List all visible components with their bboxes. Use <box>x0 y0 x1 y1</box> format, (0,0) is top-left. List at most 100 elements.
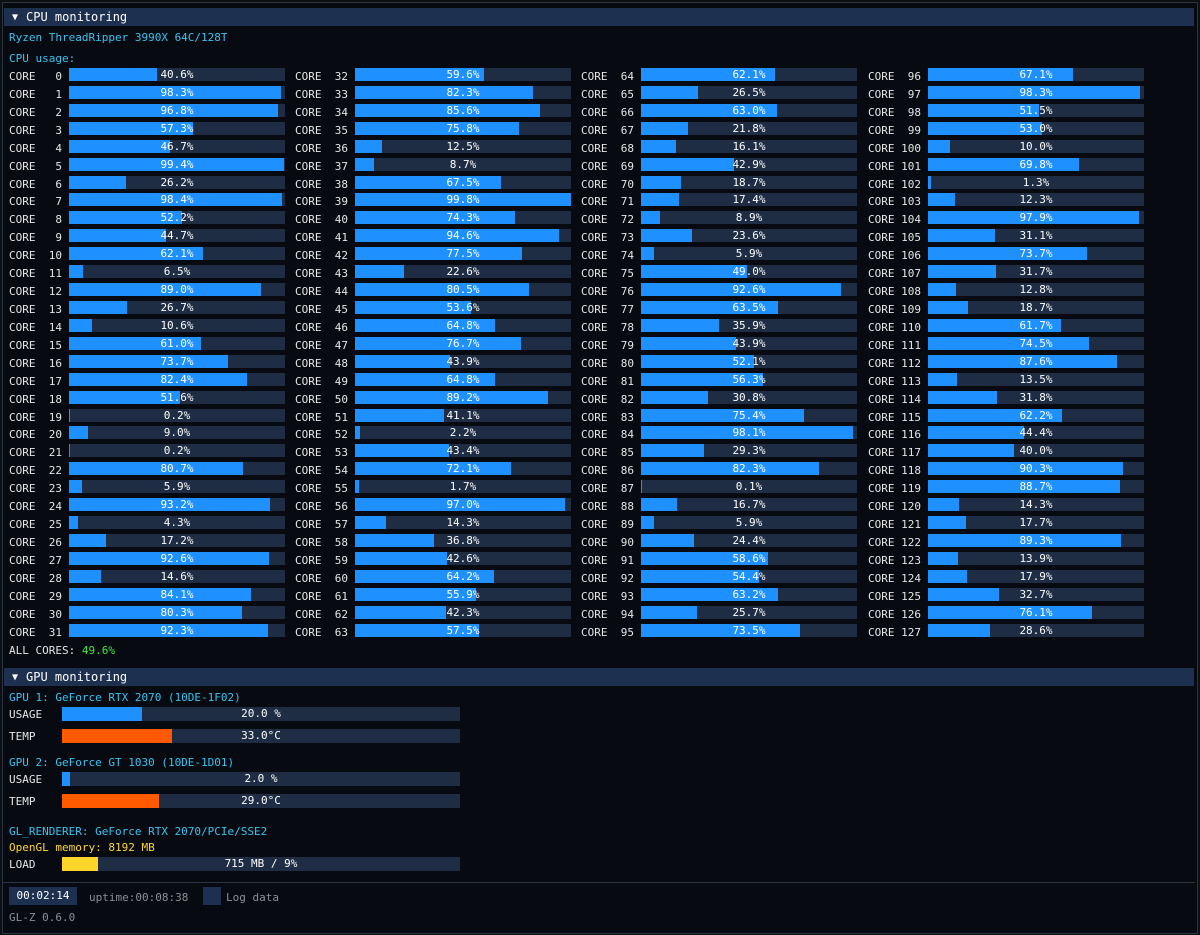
core-bar-fill <box>355 551 448 565</box>
core-bar: 67.5% <box>355 175 571 189</box>
core-label: CORE 32 <box>295 70 348 83</box>
core-bar-fill <box>928 426 1024 440</box>
core-bar-fill <box>928 193 955 207</box>
core-row: CORE 34 85.6% <box>295 103 575 121</box>
core-bar-fill <box>69 283 262 297</box>
core-bar-fill <box>69 300 127 314</box>
core-bar: 16.7% <box>641 498 857 512</box>
core-label: CORE 52 <box>295 428 348 442</box>
core-bar-fill <box>69 121 193 135</box>
elapsed-time-button[interactable]: 00:02:14 <box>9 887 77 905</box>
core-bar-value: 51.5% <box>1019 103 1053 117</box>
core-bar-value: 53.0% <box>1019 121 1053 135</box>
core-bar-fill <box>355 211 516 225</box>
core-label: CORE 116 <box>868 428 921 442</box>
gpu-2-usage-row: USAGE 2.0 % <box>9 772 464 786</box>
core-bar-fill <box>355 408 444 422</box>
core-bar: 61.0% <box>69 336 285 350</box>
core-bar-fill <box>641 175 682 189</box>
gl-load-row: LOAD 715 MB / 9% <box>9 857 464 871</box>
core-bar: 76.1% <box>928 605 1144 619</box>
gpu-2-usage-fill <box>62 772 70 786</box>
core-bar-value: 62.1% <box>732 68 766 81</box>
core-bar-fill <box>355 85 533 99</box>
core-row: CORE 45 53.6% <box>295 300 575 318</box>
core-bar-fill <box>641 623 800 637</box>
core-label: CORE 105 <box>868 231 921 245</box>
core-label: CORE 24 <box>9 500 62 514</box>
core-bar-value: 62.1% <box>160 247 194 261</box>
core-label: CORE 106 <box>868 249 921 263</box>
core-bar: 98.1% <box>641 426 857 440</box>
core-bar: 26.5% <box>641 85 857 99</box>
core-bar-value: 30.8% <box>732 390 766 404</box>
core-label: CORE 29 <box>9 589 62 603</box>
core-bar: 73.5% <box>641 623 857 637</box>
core-column-4: CORE 96 67.1% CORE 97 98.3% CORE 98 51.5% CORE… <box>868 67 1148 641</box>
core-row: CORE 77 63.5% <box>581 300 861 318</box>
gpu-header-title: GPU monitoring <box>26 670 128 684</box>
core-row: CORE 20 9.0% <box>9 425 289 443</box>
core-row: CORE 50 89.2% <box>295 390 575 408</box>
core-bar: 0.1% <box>641 480 857 494</box>
core-bar: 63.2% <box>641 587 857 601</box>
core-bar-fill <box>928 139 950 153</box>
core-bar: 56.3% <box>641 372 857 386</box>
core-row: CORE 62 42.3% <box>295 605 575 623</box>
core-row: CORE 4 46.7% <box>9 139 289 157</box>
core-row: CORE 16 73.7% <box>9 354 289 372</box>
core-row: CORE 80 52.1% <box>581 354 861 372</box>
core-bar: 12.8% <box>928 283 1144 297</box>
gpu-1-title: GPU 1: GeForce RTX 2070 (10DE-1F02) <box>9 691 241 704</box>
core-bar-fill <box>641 68 776 81</box>
core-bar: 26.7% <box>69 300 285 314</box>
core-label: CORE 31 <box>9 625 62 639</box>
core-bar-value: 40.0% <box>1019 444 1053 458</box>
core-row: CORE 86 82.3% <box>581 461 861 479</box>
cpu-monitoring-header[interactable]: ▼ CPU monitoring <box>4 8 1194 26</box>
core-bar-value: 14.3% <box>1019 498 1053 512</box>
core-label: CORE 11 <box>9 267 62 281</box>
core-label: CORE 41 <box>295 231 348 245</box>
core-bar: 14.6% <box>69 569 285 583</box>
cpu-model: Ryzen ThreadRipper 3990X 64C/128T <box>9 31 228 44</box>
log-data-checkbox[interactable] <box>203 887 221 905</box>
core-bar-value: 1.3% <box>1022 175 1050 189</box>
collapse-triangle-icon[interactable]: ▼ <box>11 11 19 23</box>
core-bar-value: 64.8% <box>446 318 480 332</box>
core-row: CORE 28 14.6% <box>9 569 289 587</box>
gpu-1-temp-row: TEMP 33.0°C <box>9 729 464 743</box>
core-row: CORE 60 64.2% <box>295 569 575 587</box>
collapse-triangle-icon[interactable]: ▼ <box>11 671 19 683</box>
core-bar-fill <box>355 462 511 476</box>
core-label: CORE 93 <box>581 589 634 603</box>
log-data-label[interactable]: Log data <box>226 891 279 904</box>
core-bar-value: 98.3% <box>160 85 194 99</box>
core-bar-value: 63.0% <box>732 103 766 117</box>
core-row: CORE 92 54.4% <box>581 569 861 587</box>
core-label: CORE 81 <box>581 374 634 388</box>
core-row: CORE 54 72.1% <box>295 461 575 479</box>
core-bar: 53.6% <box>355 300 571 314</box>
core-bar-fill <box>355 265 404 279</box>
core-bar: 29.3% <box>641 444 857 458</box>
core-bar-value: 22.6% <box>446 265 480 279</box>
core-row: CORE 100 10.0% <box>868 139 1148 157</box>
core-label: CORE 8 <box>9 213 62 227</box>
core-bar-value: 44.4% <box>1019 426 1053 440</box>
core-row: CORE 40 74.3% <box>295 210 575 228</box>
core-bar-value: 28.6% <box>1019 623 1053 637</box>
core-row: CORE 73 23.6% <box>581 228 861 246</box>
core-bar-fill <box>928 211 1140 225</box>
core-row: CORE 21 0.2% <box>9 443 289 461</box>
core-row: CORE 32 59.6% <box>295 67 575 85</box>
all-cores-summary: ALL CORES: 49.6% <box>9 644 115 657</box>
core-row: CORE 91 58.6% <box>581 551 861 569</box>
core-bar: 51.5% <box>928 103 1144 117</box>
gpu-monitoring-header[interactable]: ▼ GPU monitoring <box>4 668 1194 686</box>
core-label: CORE 14 <box>9 320 62 334</box>
core-bar-value: 76.7% <box>446 336 480 350</box>
core-bar-fill <box>928 300 969 314</box>
core-label: CORE 67 <box>581 123 634 137</box>
core-bar-value: 13.5% <box>1019 372 1053 386</box>
